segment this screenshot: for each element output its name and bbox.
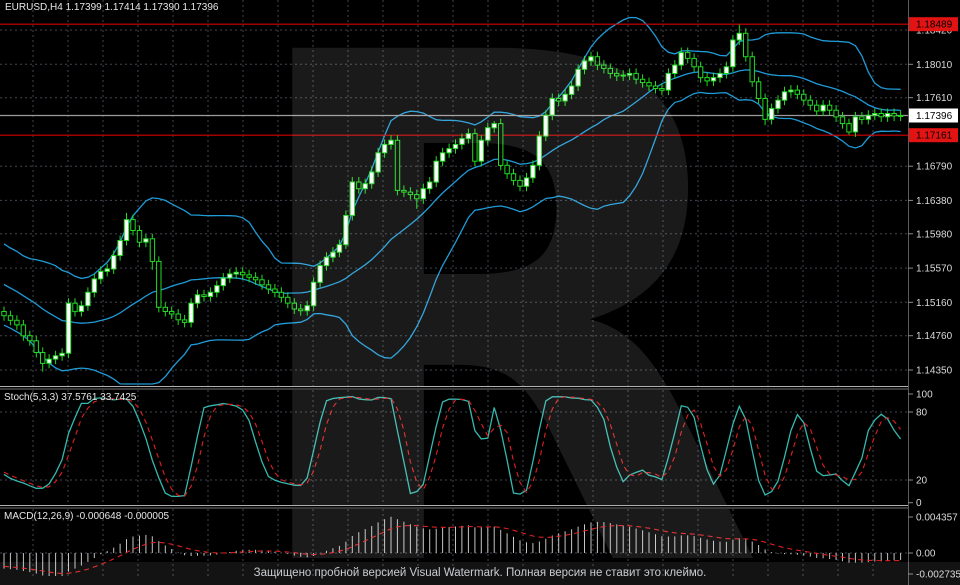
panel-splitter[interactable] xyxy=(0,386,960,390)
axis-label: 1.18010 xyxy=(916,60,953,71)
axis-label: 80 xyxy=(916,408,928,419)
axis-label: 1.14350 xyxy=(916,366,953,377)
axis-label: 20 xyxy=(916,476,928,487)
alert-price-badge: 1.17161 xyxy=(909,128,958,143)
axis-label: 1.17610 xyxy=(916,93,953,104)
svg-text:1.17396: 1.17396 xyxy=(916,111,953,122)
axis-label: -0.002735 xyxy=(916,570,960,581)
panel-splitter[interactable] xyxy=(0,505,960,509)
svg-text:1.17161: 1.17161 xyxy=(916,131,953,142)
watermark-text-bar: Защищено пробной версией Visual Watermar… xyxy=(0,562,960,585)
macd-indicator-label: MACD(12,26,9) -0.000648 -0.000005 xyxy=(4,511,170,522)
stochastic-indicator-label: Stoch(5,3,3) 37.5761 33.7425 xyxy=(4,392,137,403)
symbol-ohlc-label: EURUSD,H4 1.17399 1.17414 1.17390 1.1739… xyxy=(5,2,219,13)
axis-label: 1.16790 xyxy=(916,162,953,173)
candlesticks xyxy=(1,24,904,372)
axis-label: 1.14760 xyxy=(916,331,953,342)
axis-label: 1.15570 xyxy=(916,264,953,275)
axis-label: 100 xyxy=(916,390,933,401)
price-axis[interactable]: 1.184201.180101.176101.167901.163801.159… xyxy=(908,0,960,585)
watermark-letter: R xyxy=(228,0,767,585)
macd-histogram xyxy=(3,516,902,576)
axis-label: 0.004357 xyxy=(916,513,958,524)
alert-price-badge: 1.18489 xyxy=(909,17,958,32)
axis-label: 0 xyxy=(916,498,922,509)
axis-label: 1.15160 xyxy=(916,298,953,309)
stochastic-main-line xyxy=(3,395,902,498)
bollinger-lower-band xyxy=(3,91,901,385)
axis-label: 0.00 xyxy=(916,549,936,560)
axis-label: 1.15980 xyxy=(916,229,953,240)
macd-signal-line xyxy=(3,524,901,575)
watermark-text: Защищено пробной версией Visual Watermar… xyxy=(253,567,707,579)
grid-lines xyxy=(0,0,908,577)
current-price-badge: 1.17396 xyxy=(909,108,958,123)
axis-label: 1.16380 xyxy=(916,196,953,207)
svg-text:1.18489: 1.18489 xyxy=(916,20,953,31)
price-lines xyxy=(0,23,908,136)
bollinger-upper-band xyxy=(3,16,901,280)
